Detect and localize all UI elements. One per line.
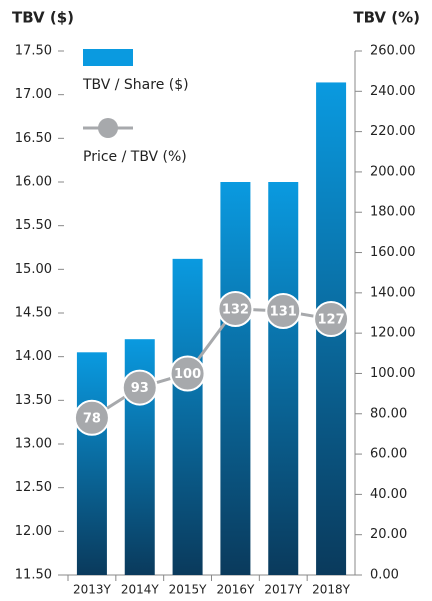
y-tick-label: 16.50	[15, 131, 52, 146]
marker	[217, 290, 254, 327]
y2-tick-label: 240.00	[370, 84, 416, 99]
legend-swatch	[83, 49, 133, 66]
y-tick-label: 14.50	[15, 306, 52, 321]
y-tick-label: 11.50	[15, 568, 52, 583]
y-axis-title: TBV ($)	[12, 9, 74, 27]
legend-label: TBV / Share ($)	[82, 77, 189, 93]
y-tick-label: 15.00	[15, 262, 52, 277]
data-label: 127	[318, 313, 345, 328]
bar	[220, 182, 251, 575]
y-tick-label: 14.00	[15, 349, 52, 364]
x-tick-label: 2017Y	[264, 583, 303, 597]
y2-tick-label: 0.00	[370, 568, 399, 583]
bar	[172, 258, 203, 575]
x-tick-label: 2016Y	[216, 583, 255, 597]
y2-tick-label: 80.00	[370, 406, 407, 421]
y-tick-label: 12.00	[15, 524, 52, 539]
data-label: 100	[174, 367, 201, 382]
y-tick-label: 12.50	[15, 480, 52, 495]
data-label: 93	[131, 381, 149, 396]
y2-tick-label: 120.00	[370, 326, 416, 341]
data-label: 132	[222, 302, 249, 317]
x-tick-label: 2018Y	[312, 583, 351, 597]
y2-tick-label: 60.00	[370, 447, 407, 462]
y2-tick-label: 180.00	[370, 205, 416, 220]
marker	[169, 355, 206, 392]
x-tick-label: 2014Y	[121, 583, 160, 597]
y-tick-label: 15.50	[15, 218, 52, 233]
y2-axis-title: TBV (%)	[353, 9, 420, 27]
y-tick-label: 17.00	[15, 87, 52, 102]
legend-marker	[98, 118, 118, 138]
y2-tick-label: 20.00	[370, 527, 407, 542]
legend-label: Price / TBV (%)	[83, 149, 187, 165]
y2-tick-label: 200.00	[370, 164, 416, 179]
y-tick-label: 16.00	[15, 175, 52, 190]
y-tick-label: 17.50	[15, 44, 52, 59]
y2-tick-label: 160.00	[370, 245, 416, 260]
y2-tick-label: 100.00	[370, 366, 416, 381]
y2-tick-label: 40.00	[370, 487, 407, 502]
bar	[76, 352, 107, 575]
x-tick-label: 2013Y	[73, 583, 112, 597]
y-tick-label: 13.00	[15, 437, 52, 452]
marker	[313, 301, 350, 338]
y2-tick-label: 140.00	[370, 285, 416, 300]
marker	[121, 369, 158, 406]
data-label: 131	[270, 304, 297, 319]
marker	[265, 292, 302, 329]
y-tick-label: 13.50	[15, 393, 52, 408]
y2-tick-label: 260.00	[370, 44, 416, 59]
data-label: 78	[83, 411, 101, 426]
bar	[268, 182, 299, 575]
y2-tick-label: 220.00	[370, 124, 416, 139]
marker	[73, 399, 110, 436]
x-tick-label: 2015Y	[169, 583, 208, 597]
